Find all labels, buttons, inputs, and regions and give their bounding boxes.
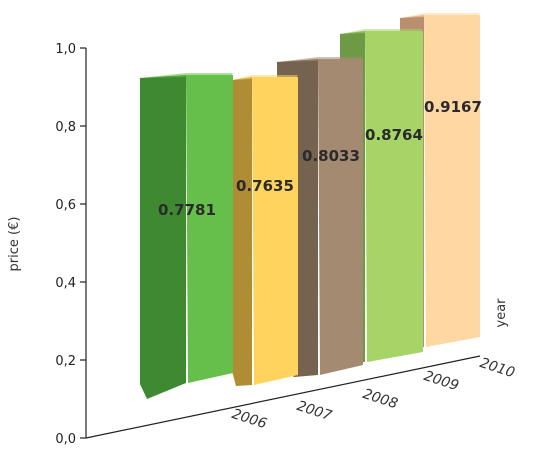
bar-2007 xyxy=(232,75,298,386)
x-tick-label: 2009 xyxy=(422,368,461,394)
bar-side-face xyxy=(232,77,252,386)
bar-top-face xyxy=(140,73,233,78)
bar-front-face xyxy=(424,15,480,347)
bar-front-face xyxy=(365,31,423,362)
x-tick-label: 2008 xyxy=(361,386,400,412)
data-label: 0.8764 xyxy=(365,126,423,144)
bar-top-face xyxy=(400,13,480,18)
bars-layer xyxy=(140,13,480,399)
y-tick-label: 0,0 xyxy=(55,432,76,447)
bar-side-face xyxy=(140,75,186,399)
y-tick-label: 1,0 xyxy=(55,42,76,57)
y-ticks: 0,0 0,2 0,4 0,6 0,8 1,0 xyxy=(55,42,86,447)
y-tick-label: 0,6 xyxy=(55,198,76,213)
y-axis-title: price (€) xyxy=(7,217,22,272)
bar-front-face xyxy=(252,77,298,385)
x-tick-label: 2006 xyxy=(230,406,269,432)
data-label: 0.7781 xyxy=(158,201,216,219)
x-axis-title: year xyxy=(494,298,509,328)
y-tick-label: 0,4 xyxy=(55,276,76,291)
bar-top-face xyxy=(277,57,363,62)
y-tick-label: 0,8 xyxy=(55,120,76,135)
bar-top-face xyxy=(232,75,298,80)
data-label: 0.8033 xyxy=(302,147,360,165)
data-label: 0.9167 xyxy=(424,98,482,116)
x-tick-label: 2010 xyxy=(478,355,517,381)
bar-top-face xyxy=(340,29,423,34)
x-tick-label: 2007 xyxy=(295,398,334,424)
data-label: 0.7635 xyxy=(236,177,294,195)
bar-front-face xyxy=(318,59,363,375)
bar-front-face xyxy=(186,75,233,383)
bar-2006 xyxy=(140,73,233,399)
axis-layer: 0,0 0,2 0,4 0,6 0,8 1,0 price (€) year xyxy=(7,42,509,447)
y-tick-label: 0,2 xyxy=(55,354,76,369)
x-axis-line xyxy=(85,355,481,439)
